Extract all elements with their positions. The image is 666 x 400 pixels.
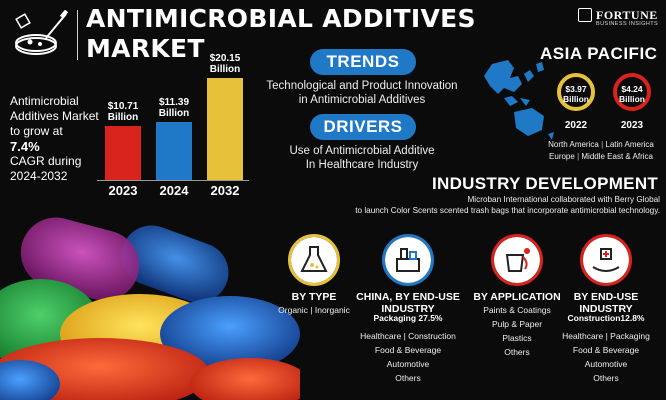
drivers-text: Use of Antimicrobial Additive In Healthc… [289,145,435,171]
category-highlight-1: Packaging 27.5% [373,313,443,323]
asia-pacific-title: ASIA PACIFIC [540,44,658,63]
category-item: Healthcare | Packaging [562,331,650,341]
category-item: Food & Beverage [374,345,442,355]
category-title-1: CHINA, BY END-USE INDUSTRY [356,291,460,315]
category-item: Organic | Inorganic [278,305,350,315]
plastic-pellets-image [0,214,300,400]
category-item: Automotive [584,359,628,369]
industry-development-title: INDUSTRY DEVELOPMENT [432,174,659,193]
trends-badge: TRENDS [310,49,416,75]
factory-products-icon [382,234,434,286]
brand-sub: BUSINESS INSIGHTS [596,21,659,27]
paint-bucket-icon [491,234,543,286]
ap-2023-year: 2023 [620,120,644,131]
category-title-2: BY APPLICATION [473,291,561,303]
category-title-0: BY TYPE [291,291,337,303]
category-title-3: BY END-USE INDUSTRY [573,291,639,315]
cagr-value: 7.4% [10,139,40,154]
other-regions: North America | Latin America Europe | M… [548,140,654,161]
trends-text: Technological and Product Innovation in … [266,80,458,106]
ap-2023-value: $4.24 Billion [619,84,645,104]
asia-pacific-map-icon [484,60,554,140]
category-item: Automotive [386,359,430,369]
petri-dish-logo-icon [15,10,69,55]
category-item: Healthcare | Construction [360,331,456,341]
category-item: Food & Beverage [572,345,640,355]
summary-lead: Antimicrobial Additives Market to grow a… [10,94,110,184]
brand-mark-icon [578,8,592,22]
medical-hands-icon [580,234,632,286]
drivers-badge: DRIVERS [310,114,416,140]
category-highlight-3: Construction12.8% [567,313,645,323]
brand-name: FORTUNE [596,8,658,22]
ap-2023-ring [613,73,651,111]
industry-development-text: Microban International collaborated with… [355,195,660,215]
page-title: ANTIMICROBIAL ADDITIVES MARKET [86,4,476,63]
ap-2022-value: $3.97 Billion [563,84,589,104]
ap-2022-year: 2022 [564,120,588,131]
ap-2022-ring [557,73,595,111]
category-item: Others [504,347,530,357]
category-item: Others [593,373,619,383]
category-item: Paints & Coatings [483,305,551,315]
category-item: Pulp & Paper [491,319,543,329]
category-item: Others [395,373,421,383]
header-divider [77,10,78,60]
lab-flask-icon [288,234,340,286]
chart-baseline [97,180,249,181]
category-item: Plastics [502,333,532,343]
